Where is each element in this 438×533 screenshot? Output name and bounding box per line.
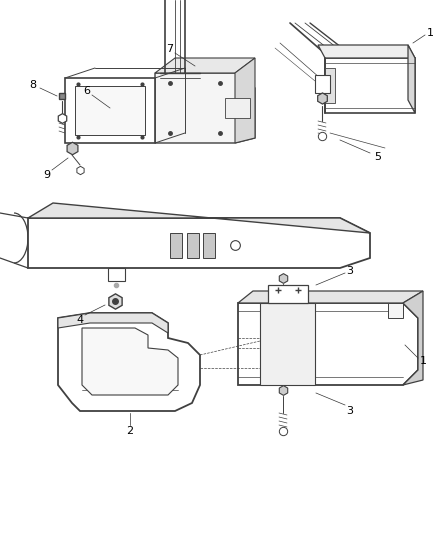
Polygon shape xyxy=(225,98,249,118)
Polygon shape xyxy=(259,303,314,385)
Polygon shape xyxy=(82,328,177,395)
Text: 1: 1 xyxy=(426,28,432,38)
Text: 9: 9 xyxy=(43,170,50,180)
Polygon shape xyxy=(58,313,168,333)
Text: 1: 1 xyxy=(419,356,426,366)
Text: 3: 3 xyxy=(346,406,353,416)
Text: 8: 8 xyxy=(29,80,36,90)
Polygon shape xyxy=(387,303,402,318)
Polygon shape xyxy=(28,203,369,233)
Polygon shape xyxy=(402,291,422,385)
Polygon shape xyxy=(237,291,422,303)
Text: 5: 5 xyxy=(374,152,381,162)
Polygon shape xyxy=(108,268,125,281)
Text: 6: 6 xyxy=(83,86,90,96)
Text: 3: 3 xyxy=(346,266,353,276)
Polygon shape xyxy=(58,313,200,411)
Polygon shape xyxy=(187,233,198,258)
Polygon shape xyxy=(75,86,145,135)
Polygon shape xyxy=(28,218,369,268)
Text: 7: 7 xyxy=(166,44,173,54)
Polygon shape xyxy=(324,68,334,103)
Text: 4: 4 xyxy=(76,315,83,325)
Polygon shape xyxy=(317,45,414,58)
Polygon shape xyxy=(314,75,329,93)
Text: 2: 2 xyxy=(126,426,133,436)
Polygon shape xyxy=(65,78,155,143)
Polygon shape xyxy=(237,303,417,385)
Polygon shape xyxy=(155,58,254,73)
Polygon shape xyxy=(202,233,215,258)
Polygon shape xyxy=(407,45,414,113)
Polygon shape xyxy=(170,233,182,258)
Polygon shape xyxy=(324,58,414,113)
Polygon shape xyxy=(267,285,307,303)
Polygon shape xyxy=(155,73,254,143)
Polygon shape xyxy=(234,58,254,143)
